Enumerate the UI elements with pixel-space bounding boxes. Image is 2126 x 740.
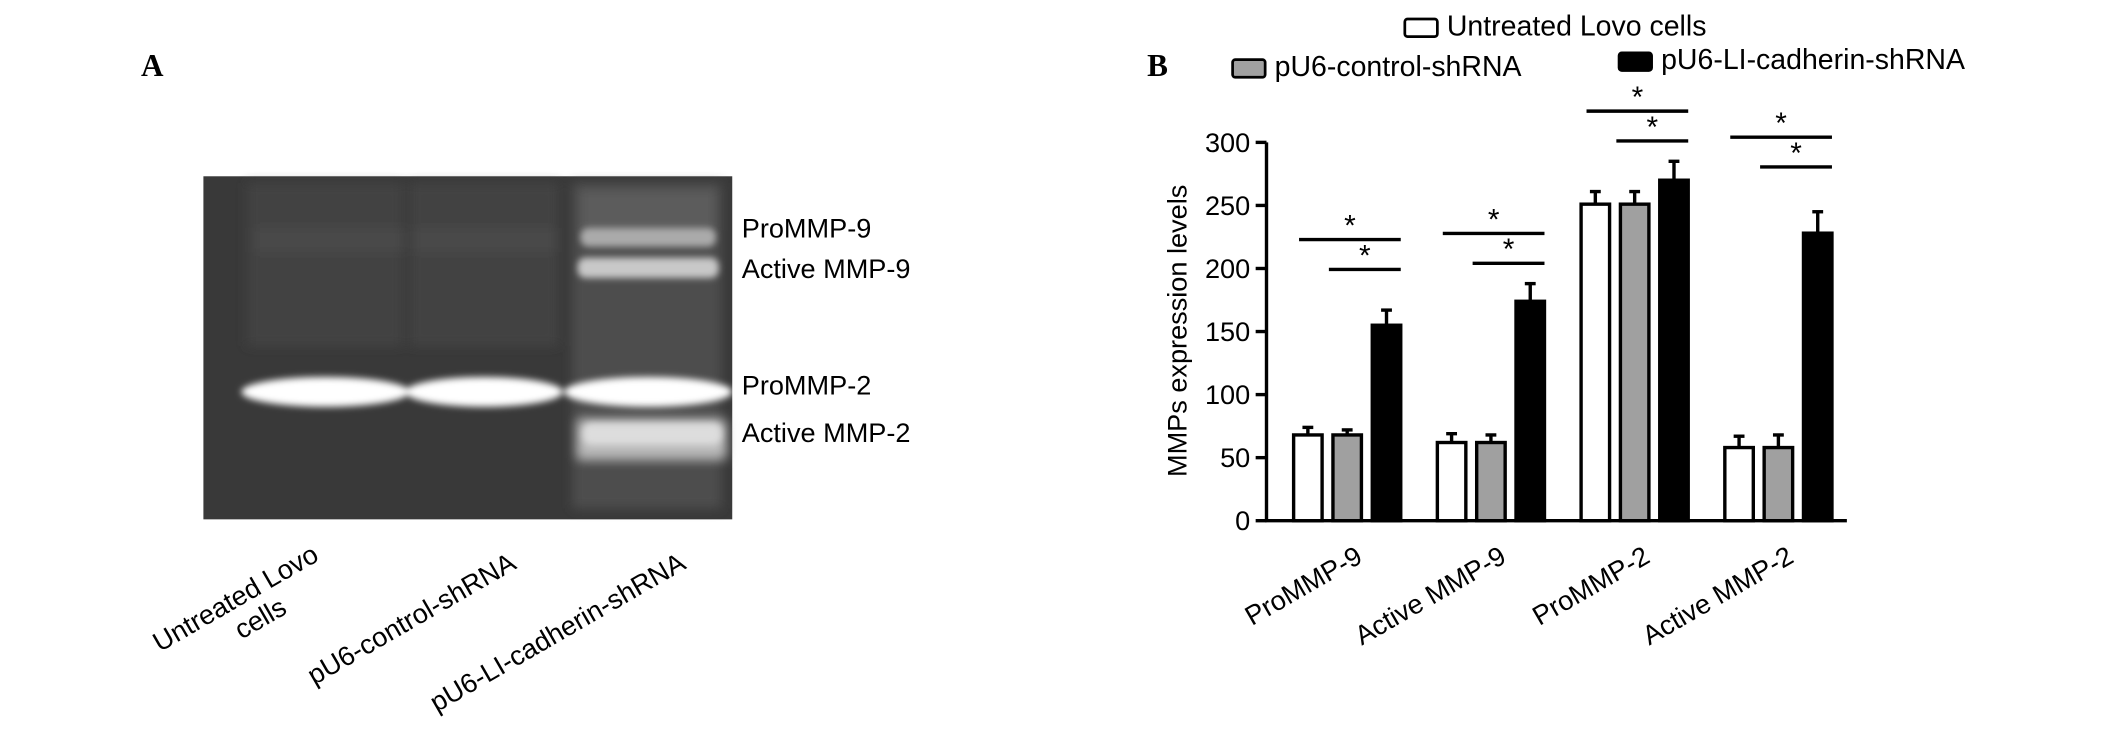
- bar: [1723, 445, 1756, 523]
- y-tick-label: 0: [1235, 505, 1250, 536]
- significance-asterisk: *: [1488, 203, 1500, 236]
- legend-label: pU6-LI-cadherin-shRNA: [1661, 44, 1965, 76]
- bar: [1762, 445, 1795, 523]
- significance-asterisk: *: [1344, 210, 1356, 243]
- significance-asterisk: *: [1359, 239, 1371, 272]
- y-tick-label: 100: [1205, 379, 1250, 410]
- band-label-active-mmp2: Active MMP-2: [741, 419, 911, 449]
- band-label-active-mmp9: Active MMP-9: [741, 254, 911, 285]
- bar: [1658, 178, 1690, 523]
- panel-a-letter: A: [141, 48, 164, 83]
- bar: [1291, 433, 1324, 523]
- bar: [1435, 440, 1468, 523]
- y-tick-label: 200: [1205, 253, 1250, 284]
- gel-image: [203, 176, 733, 520]
- x-tick-label: Active MMP-2: [1637, 540, 1799, 651]
- bar: [1801, 231, 1834, 523]
- bar: [1331, 433, 1364, 523]
- bar: [1370, 323, 1403, 523]
- legend-cadherin: pU6-LI-cadherin-shRNA: [1617, 44, 1965, 78]
- significance-asterisk: *: [1632, 81, 1644, 114]
- bar: [1618, 202, 1651, 523]
- x-tick-label: ProMMP-9: [1239, 540, 1367, 632]
- x-tick-label: ProMMP-2: [1527, 540, 1655, 632]
- x-tick-label: Active MMP-9: [1349, 540, 1511, 651]
- legend-label: Untreated Lovo cells: [1446, 10, 1707, 43]
- y-tick-label: 50: [1220, 442, 1250, 473]
- y-axis-label: MMPs expression levels: [1162, 185, 1193, 477]
- significance-asterisk: *: [1775, 107, 1787, 140]
- bar: [1579, 202, 1612, 523]
- legend-swatch: [1403, 16, 1439, 38]
- legend-swatch: [1231, 57, 1267, 78]
- y-tick-label: 300: [1205, 127, 1250, 158]
- band-label-prommp2: ProMMP-2: [741, 371, 872, 402]
- significance-asterisk: *: [1503, 233, 1515, 266]
- legend-control: pU6-control-shRNA: [1231, 51, 1522, 85]
- y-tick-label: 250: [1205, 190, 1250, 221]
- legend-label: pU6-control-shRNA: [1274, 51, 1522, 83]
- band-label-prommp9: ProMMP-9: [741, 214, 872, 245]
- legend-untreated: Untreated Lovo cells: [1403, 11, 1706, 44]
- y-tick-label: 150: [1205, 316, 1250, 347]
- legend-swatch: [1617, 50, 1653, 72]
- bar: [1514, 299, 1547, 523]
- significance-asterisk: *: [1790, 137, 1802, 170]
- gel-bands: [241, 227, 733, 445]
- bar: [1474, 440, 1507, 523]
- significance-asterisk: *: [1646, 111, 1658, 144]
- panel-b-letter: B: [1147, 48, 1168, 83]
